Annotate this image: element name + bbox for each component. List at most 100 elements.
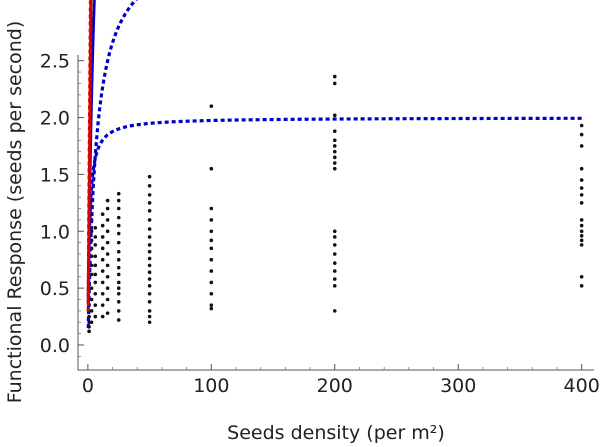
- data-point: [105, 218, 110, 222]
- data-point: [105, 297, 110, 302]
- data-point: [147, 201, 152, 205]
- model-curves: [86, 0, 582, 328]
- data-point: [579, 218, 584, 222]
- y-axis-title: Functional Response (seeds per second): [4, 21, 26, 404]
- data-point: [579, 243, 584, 247]
- data-point: [93, 235, 98, 239]
- data-point: [93, 292, 98, 296]
- data-point: [116, 231, 121, 236]
- data-point: [100, 223, 105, 228]
- data-point: [93, 303, 98, 307]
- data-point: [147, 249, 152, 254]
- data-point: [579, 193, 584, 197]
- data-point: [209, 206, 214, 211]
- data-point: [209, 306, 214, 311]
- y-tick-label: 0.0: [40, 335, 70, 357]
- x-tick-label: 300: [440, 375, 476, 397]
- data-point: [579, 223, 584, 228]
- data-point: [93, 254, 98, 259]
- y-tick-label: 2.0: [40, 108, 70, 130]
- data-point: [579, 186, 584, 190]
- x-tick-label: 200: [317, 375, 353, 397]
- data-point: [579, 132, 584, 137]
- data-point: [89, 297, 94, 302]
- data-point: [105, 252, 110, 256]
- data-point: [116, 257, 121, 262]
- data-point: [579, 166, 584, 171]
- data-point: [332, 284, 337, 288]
- data-point: [332, 269, 337, 273]
- data-point: [332, 74, 337, 79]
- data-point: [116, 292, 121, 296]
- data-point: [116, 249, 121, 254]
- data-point: [579, 274, 584, 279]
- data-point: [147, 299, 152, 304]
- data-point: [332, 309, 337, 313]
- data-point: [147, 256, 152, 261]
- data-point: [579, 201, 584, 205]
- data-point: [147, 227, 152, 231]
- data-point: [116, 280, 121, 285]
- data-point: [116, 223, 121, 228]
- data-point: [209, 166, 214, 171]
- data-point: [332, 81, 337, 86]
- axes: [77, 55, 594, 371]
- data-point: [579, 178, 584, 182]
- data-point: [116, 309, 121, 313]
- data-point: [147, 235, 152, 239]
- data-point: [105, 311, 110, 315]
- data-point: [209, 280, 214, 285]
- data-point: [100, 235, 105, 239]
- data-point: [100, 246, 105, 251]
- data-point: [332, 138, 337, 143]
- data-point: [116, 215, 121, 220]
- data-point: [93, 314, 98, 319]
- data-point: [100, 314, 105, 319]
- y-tick-label: 2.5: [40, 51, 70, 73]
- data-point: [147, 277, 152, 281]
- data-point: [100, 303, 105, 307]
- data-point: [147, 208, 152, 213]
- data-point: [116, 240, 121, 245]
- data-point: [332, 113, 337, 118]
- data-point: [147, 174, 152, 179]
- data-point: [332, 129, 337, 133]
- data-point: [147, 243, 152, 247]
- data-point: [93, 226, 98, 230]
- data-point: [116, 198, 121, 203]
- data-point: [209, 229, 214, 234]
- data-point: [105, 206, 110, 211]
- data-point: [100, 292, 105, 296]
- data-point: [579, 284, 584, 288]
- data-point: [332, 229, 337, 234]
- data-point: [332, 166, 337, 171]
- data-point: [209, 303, 214, 307]
- x-tick-label: 0: [82, 375, 94, 397]
- data-point: [93, 272, 98, 277]
- data-point: [332, 235, 337, 239]
- data-point: [579, 123, 584, 128]
- data-point: [332, 243, 337, 247]
- data-point: [116, 286, 121, 290]
- data-point: [209, 104, 214, 108]
- data-point: [116, 318, 121, 322]
- data-point: [116, 272, 121, 277]
- data-point: [93, 243, 98, 247]
- x-tick-label: 100: [193, 375, 229, 397]
- data-point: [147, 320, 152, 325]
- data-point: [100, 280, 105, 285]
- data-point: [116, 299, 121, 304]
- data-point: [147, 292, 152, 296]
- data-point: [147, 270, 152, 275]
- y-tick-label: 1.0: [40, 221, 70, 243]
- y-tick-label: 1.5: [40, 164, 70, 186]
- data-point: [147, 314, 152, 319]
- data-point: [89, 320, 94, 325]
- data-point: [332, 149, 337, 154]
- axes-frame: [77, 55, 594, 371]
- data-point: [93, 280, 98, 285]
- data-point: [332, 161, 337, 165]
- data-point: [332, 155, 337, 160]
- data-point: [147, 218, 152, 222]
- data-point: [105, 240, 110, 245]
